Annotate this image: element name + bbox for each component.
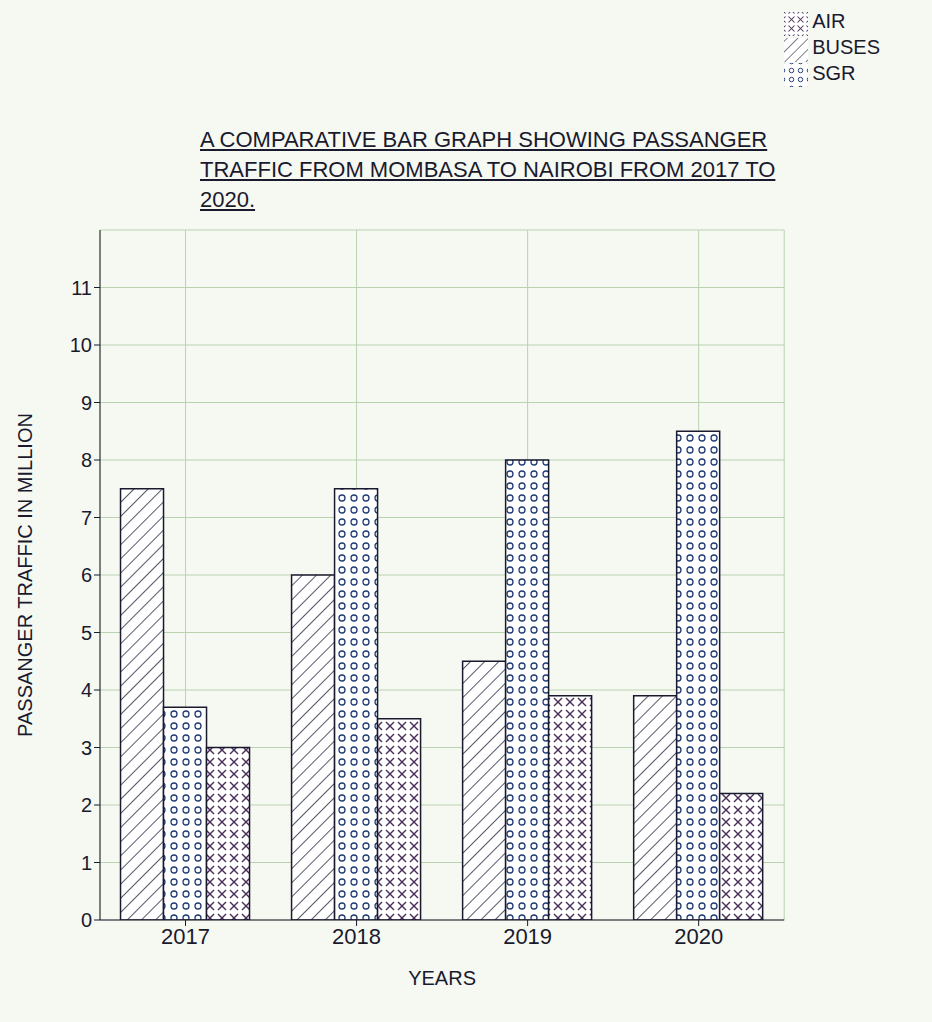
svg-text:6: 6	[81, 564, 92, 586]
svg-text:2017: 2017	[161, 924, 210, 949]
svg-text:9: 9	[81, 392, 92, 414]
svg-text:PASSANGER TRAFFIC IN MILLION: PASSANGER TRAFFIC IN MILLION	[14, 413, 36, 737]
html-text:AIR: AIR	[812, 10, 846, 32]
svg-text:0: 0	[81, 909, 92, 931]
svg-text:4: 4	[81, 679, 92, 701]
svg-text:1: 1	[81, 852, 92, 874]
svg-text:7: 7	[81, 507, 92, 529]
svg-text:2018: 2018	[332, 924, 381, 949]
svg-text:11: 11	[71, 277, 92, 299]
svg-text:8: 8	[81, 449, 92, 471]
svg-text:5: 5	[81, 622, 92, 644]
svg-text:YEARS: YEARS	[408, 967, 476, 989]
svg-text:3: 3	[81, 737, 92, 759]
svg-text:2: 2	[81, 794, 92, 816]
svg-text:2019: 2019	[503, 924, 552, 949]
html-text:SGR: SGR	[812, 61, 856, 84]
svg-text:10: 10	[70, 334, 92, 356]
html-text:A COMPARATIVE BAR GRAPH SHOWIN: A COMPARATIVE BAR GRAPH SHOWING PASSANGE…	[200, 127, 776, 212]
svg-text:2020: 2020	[674, 924, 723, 949]
html-text:BUSES: BUSES	[812, 35, 880, 58]
